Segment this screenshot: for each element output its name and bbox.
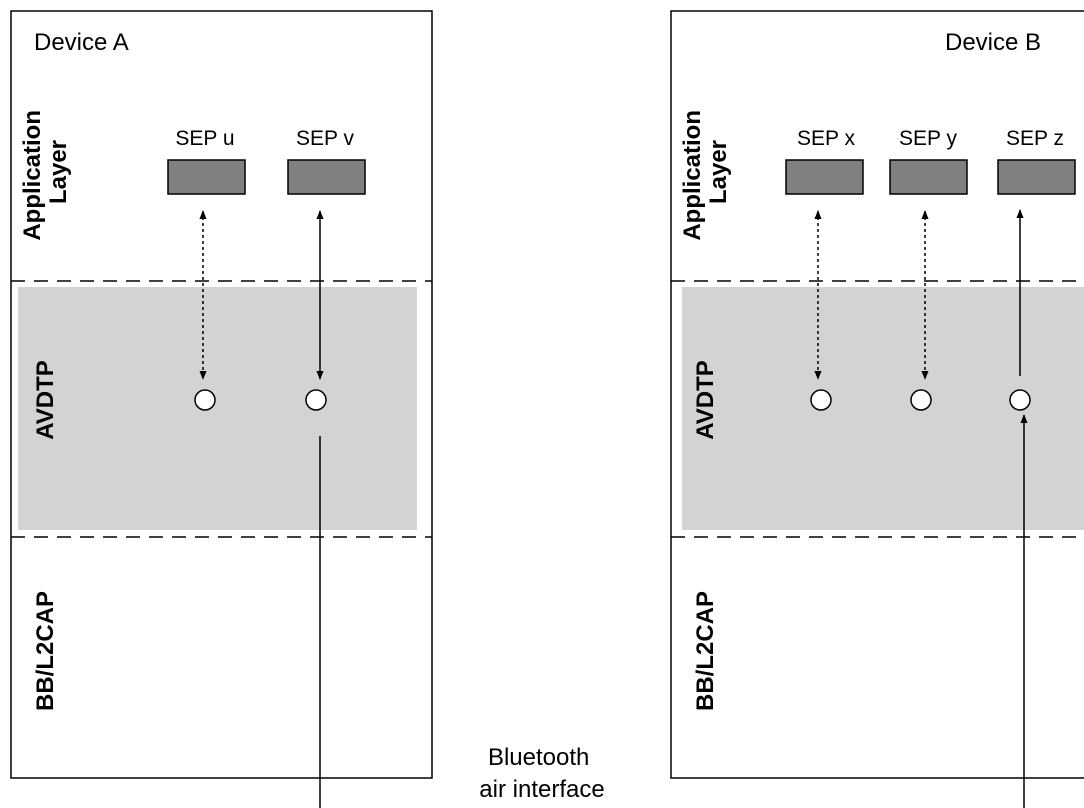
sep-y-endpoint [910, 389, 932, 411]
sep-y-label: SEP y [899, 127, 957, 150]
device-b-title: Device B [945, 29, 1041, 56]
sep-u-box [167, 159, 246, 195]
sep-u-label: SEP u [175, 127, 234, 150]
sep-y-box [889, 159, 968, 195]
device-b-application-layer-label: Application Layer [679, 103, 732, 240]
bluetooth-air-interface-label: Bluetooth air interface [479, 744, 604, 803]
device-b: Device B Application Layer AVDTP BB/L2CA… [670, 10, 1084, 808]
sep-v-box [287, 159, 366, 195]
device-a-application-layer-label: Application Layer [19, 103, 72, 240]
device-a-title: Device A [34, 29, 129, 56]
device-b-bb-l2cap-label: BB/L2CAP [692, 591, 719, 711]
sep-x-label: SEP x [797, 127, 855, 150]
sep-x-endpoint [810, 389, 832, 411]
sep-z-label: SEP z [1006, 127, 1064, 150]
sep-x-box [785, 159, 864, 195]
sep-u-endpoint [194, 389, 216, 411]
device-a-avdtp-label: AVDTP [32, 360, 59, 440]
sep-z-endpoint [1009, 389, 1031, 411]
device-b-avdtp-label: AVDTP [692, 360, 719, 440]
device-a: Device A Application Layer AVDTP BB/L2CA… [10, 10, 433, 808]
sep-v-label: SEP v [296, 127, 354, 150]
device-a-bb-l2cap-label: BB/L2CAP [32, 591, 59, 711]
device-a-avdtp-band [18, 287, 417, 530]
sep-z-box [997, 159, 1076, 195]
sep-v-endpoint [305, 389, 327, 411]
